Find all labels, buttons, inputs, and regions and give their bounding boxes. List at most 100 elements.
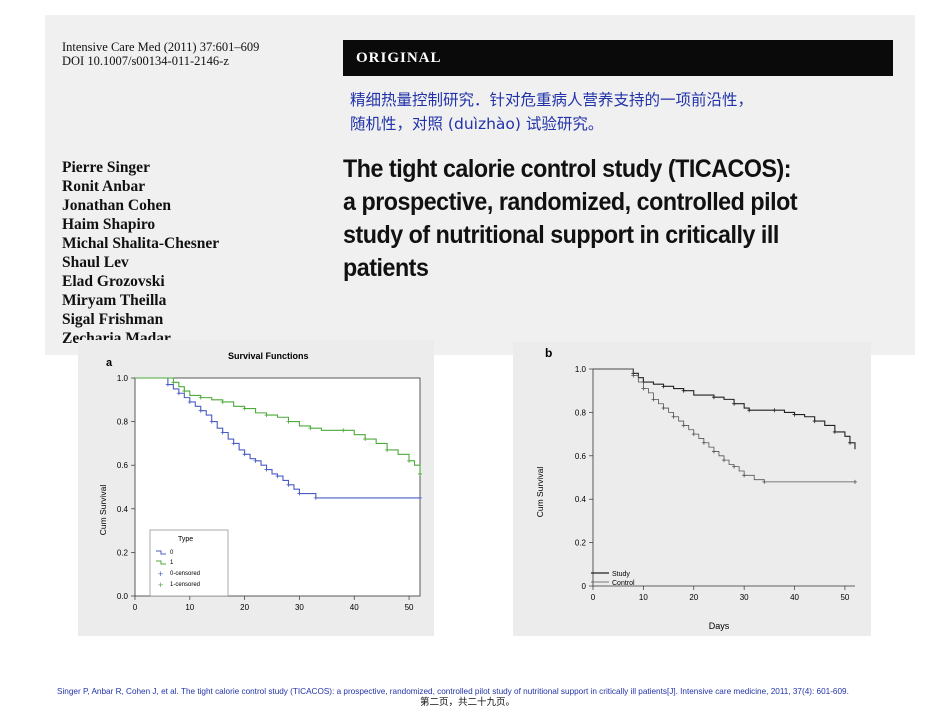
legend-entry-1: 1 [170,560,174,566]
censor-mark [832,429,837,434]
x-tick-label: 40 [790,593,799,602]
censor-mark [792,412,797,417]
censor-mark [747,408,752,413]
censor-mark [286,419,291,424]
censor-mark [231,441,236,446]
censor-mark [722,458,726,463]
author-name: Pierre Singer [62,159,150,176]
y-axis-label: Cum Survival [98,485,108,536]
censor-mark [681,388,686,393]
x-tick-label: 30 [295,603,304,612]
censor-mark [418,471,422,476]
article-title-line: The tight calorie control study (TICACOS… [343,155,792,183]
y-axis-label: Cum Survival [535,467,545,518]
legend-entry-0-censored: 0-censored [170,571,200,577]
y-tick-label: 0.0 [117,592,129,601]
author-name: Haim Shapiro [62,216,156,233]
legend-marker-1-censored: + [158,580,163,590]
x-axis-label: Days [709,621,730,631]
censor-mark [671,414,676,419]
censor-mark [732,464,737,469]
x-tick-label: 10 [639,593,648,602]
author-name: Shaul Lev [62,254,129,271]
censor-mark [171,380,176,385]
censor-mark [253,458,258,463]
x-tick-label: 50 [840,593,849,602]
legend-entry-control: Control [612,580,635,587]
chinese-annotation-line2: 随机性，对照 (duìzhào) 试验研究。 [350,115,604,133]
censor-mark [198,408,203,413]
censor-mark [661,384,666,389]
author-name: Jonathan Cohen [62,197,171,214]
chart-title: Survival Functions [228,351,309,361]
y-tick-label: 0.8 [575,408,587,417]
y-tick-label: 0.4 [117,505,129,514]
series-line-1 [135,377,421,474]
censor-mark [742,473,747,478]
x-tick-label: 40 [350,603,359,612]
y-tick-label: 0.6 [575,452,587,461]
y-tick-label: 0.4 [575,495,587,504]
panel-label-b: b [545,346,552,360]
censor-mark [691,432,696,437]
censor-mark [363,437,368,442]
article-title-line: a prospective, randomized, controlled pi… [343,188,798,216]
censor-mark [176,391,181,396]
censor-mark [732,401,737,406]
x-tick-label: 20 [240,603,249,612]
article-title: The tight calorie control study (TICACOS… [343,153,845,285]
survival-chart-a-svg: a Survival Functions Cum Survival 0 10 20 3… [98,351,422,612]
y-tick-label: 0.2 [575,539,587,548]
censor-mark [641,386,646,391]
censor-mark [264,413,269,418]
x-tick-label: 30 [740,593,749,602]
author-name: Elad Grozovski [62,273,165,290]
censor-mark [651,397,656,402]
legend-swatch-1 [156,560,166,565]
censor-mark [297,491,302,496]
chinese-annotation: 精细热量控制研究．针对危重病人营养支持的一项前沿性， 随机性，对照 (duìzh… [350,88,870,136]
journal-doi-line: DOI 10.1007/s00134-011-2146-z [62,54,229,68]
censor-mark [220,399,225,404]
author-name: Ronit Anbar [62,178,146,195]
y-tick-label: 1.0 [575,365,587,374]
citation-text: Singer P, Anbar R, Cohen J, et al. The t… [57,687,849,696]
censor-mark [661,406,666,411]
author-name: Michal Shalita-Chesner [62,235,220,252]
censor-mark [209,419,214,424]
legend-title: Type [178,536,193,543]
censor-mark [182,389,187,394]
censor-mark [711,449,716,454]
censor-mark [812,419,817,424]
censor-mark [407,458,412,463]
author-name: Miryam Theilla [62,292,167,309]
censor-mark [286,482,291,487]
x-tick-label: 0 [133,603,138,612]
chart-legend: Type 0 1 + 0-censored + 1-censored [149,529,229,597]
x-tick-label: 50 [405,603,414,612]
censor-mark [385,447,390,452]
x-tick-label: 10 [185,603,194,612]
y-tick-label: 0.8 [117,418,129,427]
censor-mark [631,373,636,378]
author-name: Sigal Frishman [62,311,164,328]
y-tick-label: 0 [582,582,587,591]
legend-entry-0: 0 [170,550,174,556]
legend-entry-study: Study [612,571,630,578]
section-label: ORIGINAL [356,50,442,66]
legend-box [149,529,229,597]
censor-mark [242,452,247,457]
legend-entry-1-censored: 1-censored [170,582,200,588]
y-tick-label: 1.0 [117,374,129,383]
x-tick-label: 0 [591,593,596,602]
censor-mark [772,408,777,413]
censor-mark [165,382,170,387]
legend-marker-0-censored: + [158,569,163,579]
censor-mark [341,428,346,433]
censor-mark [187,399,192,404]
censor-mark [762,479,767,484]
censor-mark [681,423,686,428]
chinese-annotation-line1: 精细热量控制研究．针对危重病人营养支持的一项前沿性， [350,91,754,109]
journal-citation-line: Intensive Care Med (2011) 37:601–609 [62,40,260,54]
censor-mark [313,495,318,500]
